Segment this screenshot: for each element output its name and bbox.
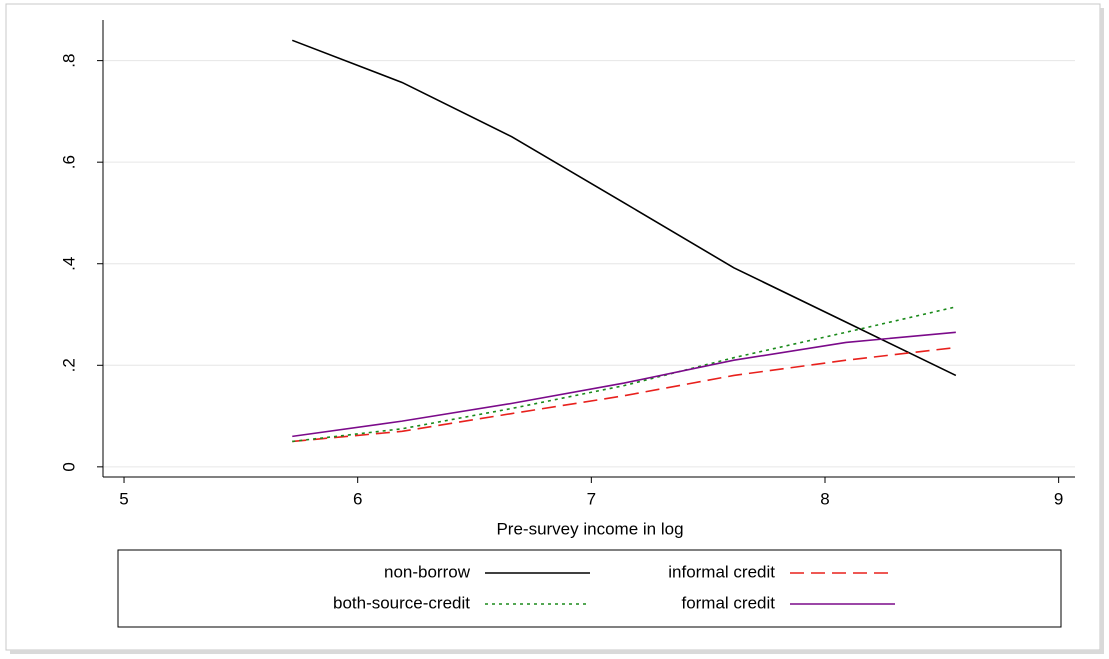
legend-label: informal credit [668,562,775,581]
legend-label: both-source-credit [333,593,470,612]
series-line [292,346,956,443]
series-line [292,331,956,438]
legend-label: formal credit [681,593,775,612]
y-tick-label: .2 [59,358,78,372]
panel-shadow [1100,8,1104,654]
panel [5,3,1101,651]
x-axis-label: Pre-survey income in log [496,519,683,538]
series-line [292,306,957,443]
x-tick-label: 5 [119,489,128,508]
y-tick-label: .8 [59,54,78,68]
legend-box [117,549,1062,628]
panel-shadow [10,650,1104,654]
y-tick-label: .4 [59,257,78,271]
x-tick-label: 9 [1054,489,1063,508]
y-tick-label: 0 [59,462,78,471]
x-tick-label: 6 [353,489,362,508]
series-line [291,39,957,377]
legend-label: non-borrow [384,562,471,581]
y-tick-label: .6 [59,155,78,169]
x-tick-label: 7 [587,489,596,508]
x-tick-label: 8 [820,489,829,508]
